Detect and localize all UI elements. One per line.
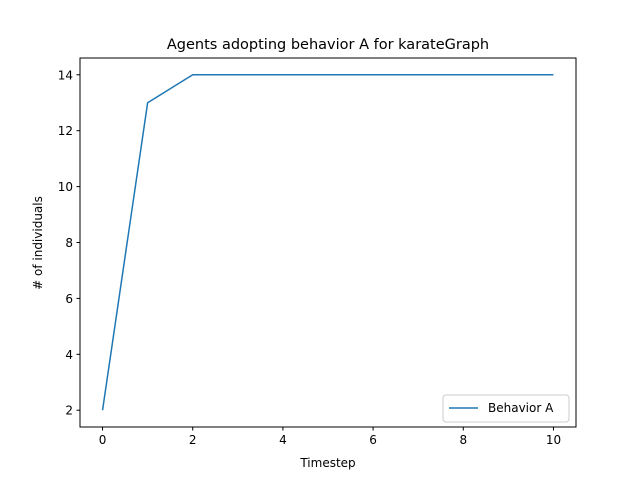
x-tick-label: 8 [459,433,467,447]
y-tick-label: 12 [58,124,73,138]
x-axis: 0 2 4 6 8 10 [99,427,561,447]
legend-box [442,394,570,423]
series-line-0 [101,74,554,411]
x-axis-label: Timestep [299,456,355,470]
x-tick-label: 4 [279,433,287,447]
legend-label: Behavior A [488,401,554,415]
y-tick-label: 2 [65,404,73,418]
series-layer [101,74,554,411]
legend: Behavior A [442,394,570,423]
y-axis-label: # of individuals [31,196,45,290]
x-tick-label: 2 [189,433,197,447]
x-tick-label: 10 [546,433,561,447]
x-tick-label: 6 [369,433,377,447]
plot-area: 0 2 4 6 8 10 2 4 6 8 10 12 14 [58,57,577,447]
chart-title: Agents adopting behavior A for karateGra… [167,37,489,53]
y-tick-label: 14 [58,68,73,82]
y-tick-label: 10 [58,180,73,194]
y-axis: 2 4 6 8 10 12 14 [58,68,80,418]
y-tick-label: 4 [65,348,73,362]
x-tick-label: 0 [99,433,107,447]
y-tick-label: 6 [65,292,73,306]
y-tick-label: 8 [65,236,73,250]
